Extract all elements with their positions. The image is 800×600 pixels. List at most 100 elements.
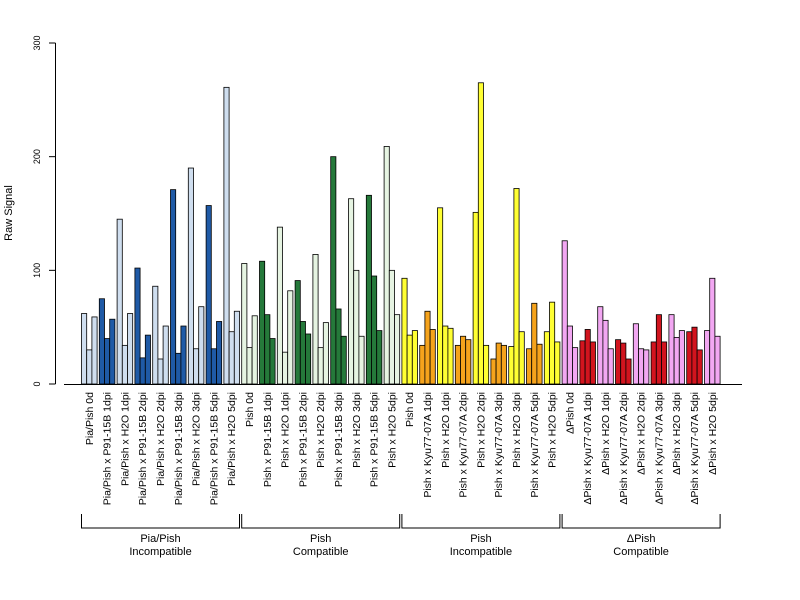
bar: [625, 358, 632, 385]
bar: [340, 335, 347, 385]
bar: [531, 302, 538, 385]
y-tick-label: 300: [32, 35, 42, 50]
bar: [246, 347, 253, 385]
bar: [411, 330, 418, 385]
bar: [620, 342, 627, 385]
category-label: Pish x Kyu77-07A 2dpi: [458, 392, 470, 498]
bar: [376, 330, 383, 385]
y-axis: 0 100 200 300: [32, 35, 56, 387]
y-tick-label: 100: [32, 263, 42, 278]
bar: [536, 343, 543, 385]
bar: [365, 194, 372, 385]
category-label: Pia/Pish x H2O 5dpi: [226, 392, 238, 486]
bar: [638, 348, 645, 385]
category-label: Pia/Pish x P91-15B 2dpi: [137, 392, 149, 505]
y-axis-title: Raw Signal: [3, 185, 15, 241]
bar: [668, 314, 675, 385]
bar: [269, 338, 276, 385]
category-label: Pish x P91-15B 5dpi: [369, 392, 381, 487]
bar: [348, 198, 355, 385]
bar: [264, 314, 271, 385]
bar: [500, 344, 507, 385]
bar: [513, 188, 520, 385]
y-tick-label: 200: [32, 149, 42, 164]
bar: [508, 346, 515, 385]
category-label: Pish x H2O 3dpi: [511, 392, 523, 468]
bar: [447, 327, 454, 385]
bar: [477, 82, 484, 385]
category-label: Pish x H2O 5dpi: [547, 392, 559, 468]
group-label-line1: ΔPish: [627, 533, 656, 545]
category-label: Pish x H2O 1dpi: [440, 392, 452, 468]
category-label: Pia/Pish x P91-15B 1dpi: [102, 392, 114, 505]
bar: [406, 334, 413, 385]
bar: [661, 341, 668, 385]
bar: [241, 263, 248, 385]
category-label: Pia/Pish 0d: [84, 392, 96, 445]
bar: [483, 344, 490, 385]
category-label: ΔPish x H2O 5dpi: [707, 392, 719, 475]
bar: [282, 351, 289, 385]
bar: [465, 339, 472, 385]
bar: [686, 331, 693, 385]
category-label: Pish x H2O 2dpi: [475, 392, 487, 468]
bar: [353, 269, 360, 385]
bar: [312, 254, 319, 385]
bar: [714, 335, 721, 385]
bar: [259, 260, 266, 385]
category-label: ΔPish x H2O 2dpi: [636, 392, 648, 475]
group-label-line1: Pish: [310, 533, 331, 545]
bar: [454, 344, 461, 385]
group-label-line2: Incompatible: [129, 546, 191, 558]
bar: [317, 347, 324, 385]
category-label: Pish x H2O 2dpi: [315, 392, 327, 468]
category-label: ΔPish 0d: [564, 392, 576, 434]
category-label: Pia/Pish x H2O 2dpi: [155, 392, 167, 486]
bar: [394, 314, 401, 385]
bar: [294, 280, 301, 385]
bar: [305, 333, 312, 385]
bar: [549, 301, 556, 385]
category-label: Pish x P91-15B 2dpi: [297, 392, 309, 487]
group-label-line2: Incompatible: [450, 546, 512, 558]
bar: [175, 352, 182, 385]
category-label: Pish x Kyu77-07A 1dpi: [422, 392, 434, 498]
category-label: ΔPish x H2O 3dpi: [671, 392, 683, 475]
bar: [121, 344, 128, 385]
bar: [460, 335, 467, 385]
bar: [371, 275, 378, 385]
category-label: ΔPish x Kyu77-07A 2dpi: [618, 392, 630, 505]
bar: [704, 330, 711, 385]
category-label: ΔPish x Kyu77-07A 5dpi: [689, 392, 701, 505]
bar: [554, 341, 561, 385]
category-label: Pish 0d: [244, 392, 256, 427]
category-label: ΔPish x H2O 1dpi: [600, 392, 612, 475]
category-label: Pish x H2O 3dpi: [351, 392, 363, 468]
bar: [615, 339, 622, 385]
bar: [526, 348, 533, 385]
group-bracket: [401, 514, 561, 529]
bar: [358, 335, 365, 385]
bar: [543, 331, 550, 385]
bar: [607, 348, 614, 385]
bar: [383, 146, 390, 385]
bar: [157, 358, 164, 385]
bar: [287, 290, 294, 385]
bar: [251, 315, 258, 385]
bar: [584, 329, 591, 385]
bar: [579, 340, 586, 385]
category-labels: Pia/Pish 0d Pia/Pish x P91-15B 1dpi Pia/Pi…: [84, 392, 719, 505]
bar: [223, 86, 230, 385]
bar: [572, 347, 579, 385]
bar: [109, 318, 116, 385]
bar: [205, 205, 212, 385]
category-label: Pia/Pish x P91-15B 5dpi: [208, 392, 220, 505]
group-brackets: Pia/PishIncompatiblePishCompatiblePishIn…: [81, 514, 721, 558]
bar: [643, 349, 650, 385]
category-label: Pia/Pish x P91-15B 3dpi: [173, 392, 185, 505]
bar: [228, 331, 235, 385]
bar: [216, 321, 223, 385]
group-label-line2: Compatible: [613, 546, 669, 558]
bar: [104, 338, 111, 385]
